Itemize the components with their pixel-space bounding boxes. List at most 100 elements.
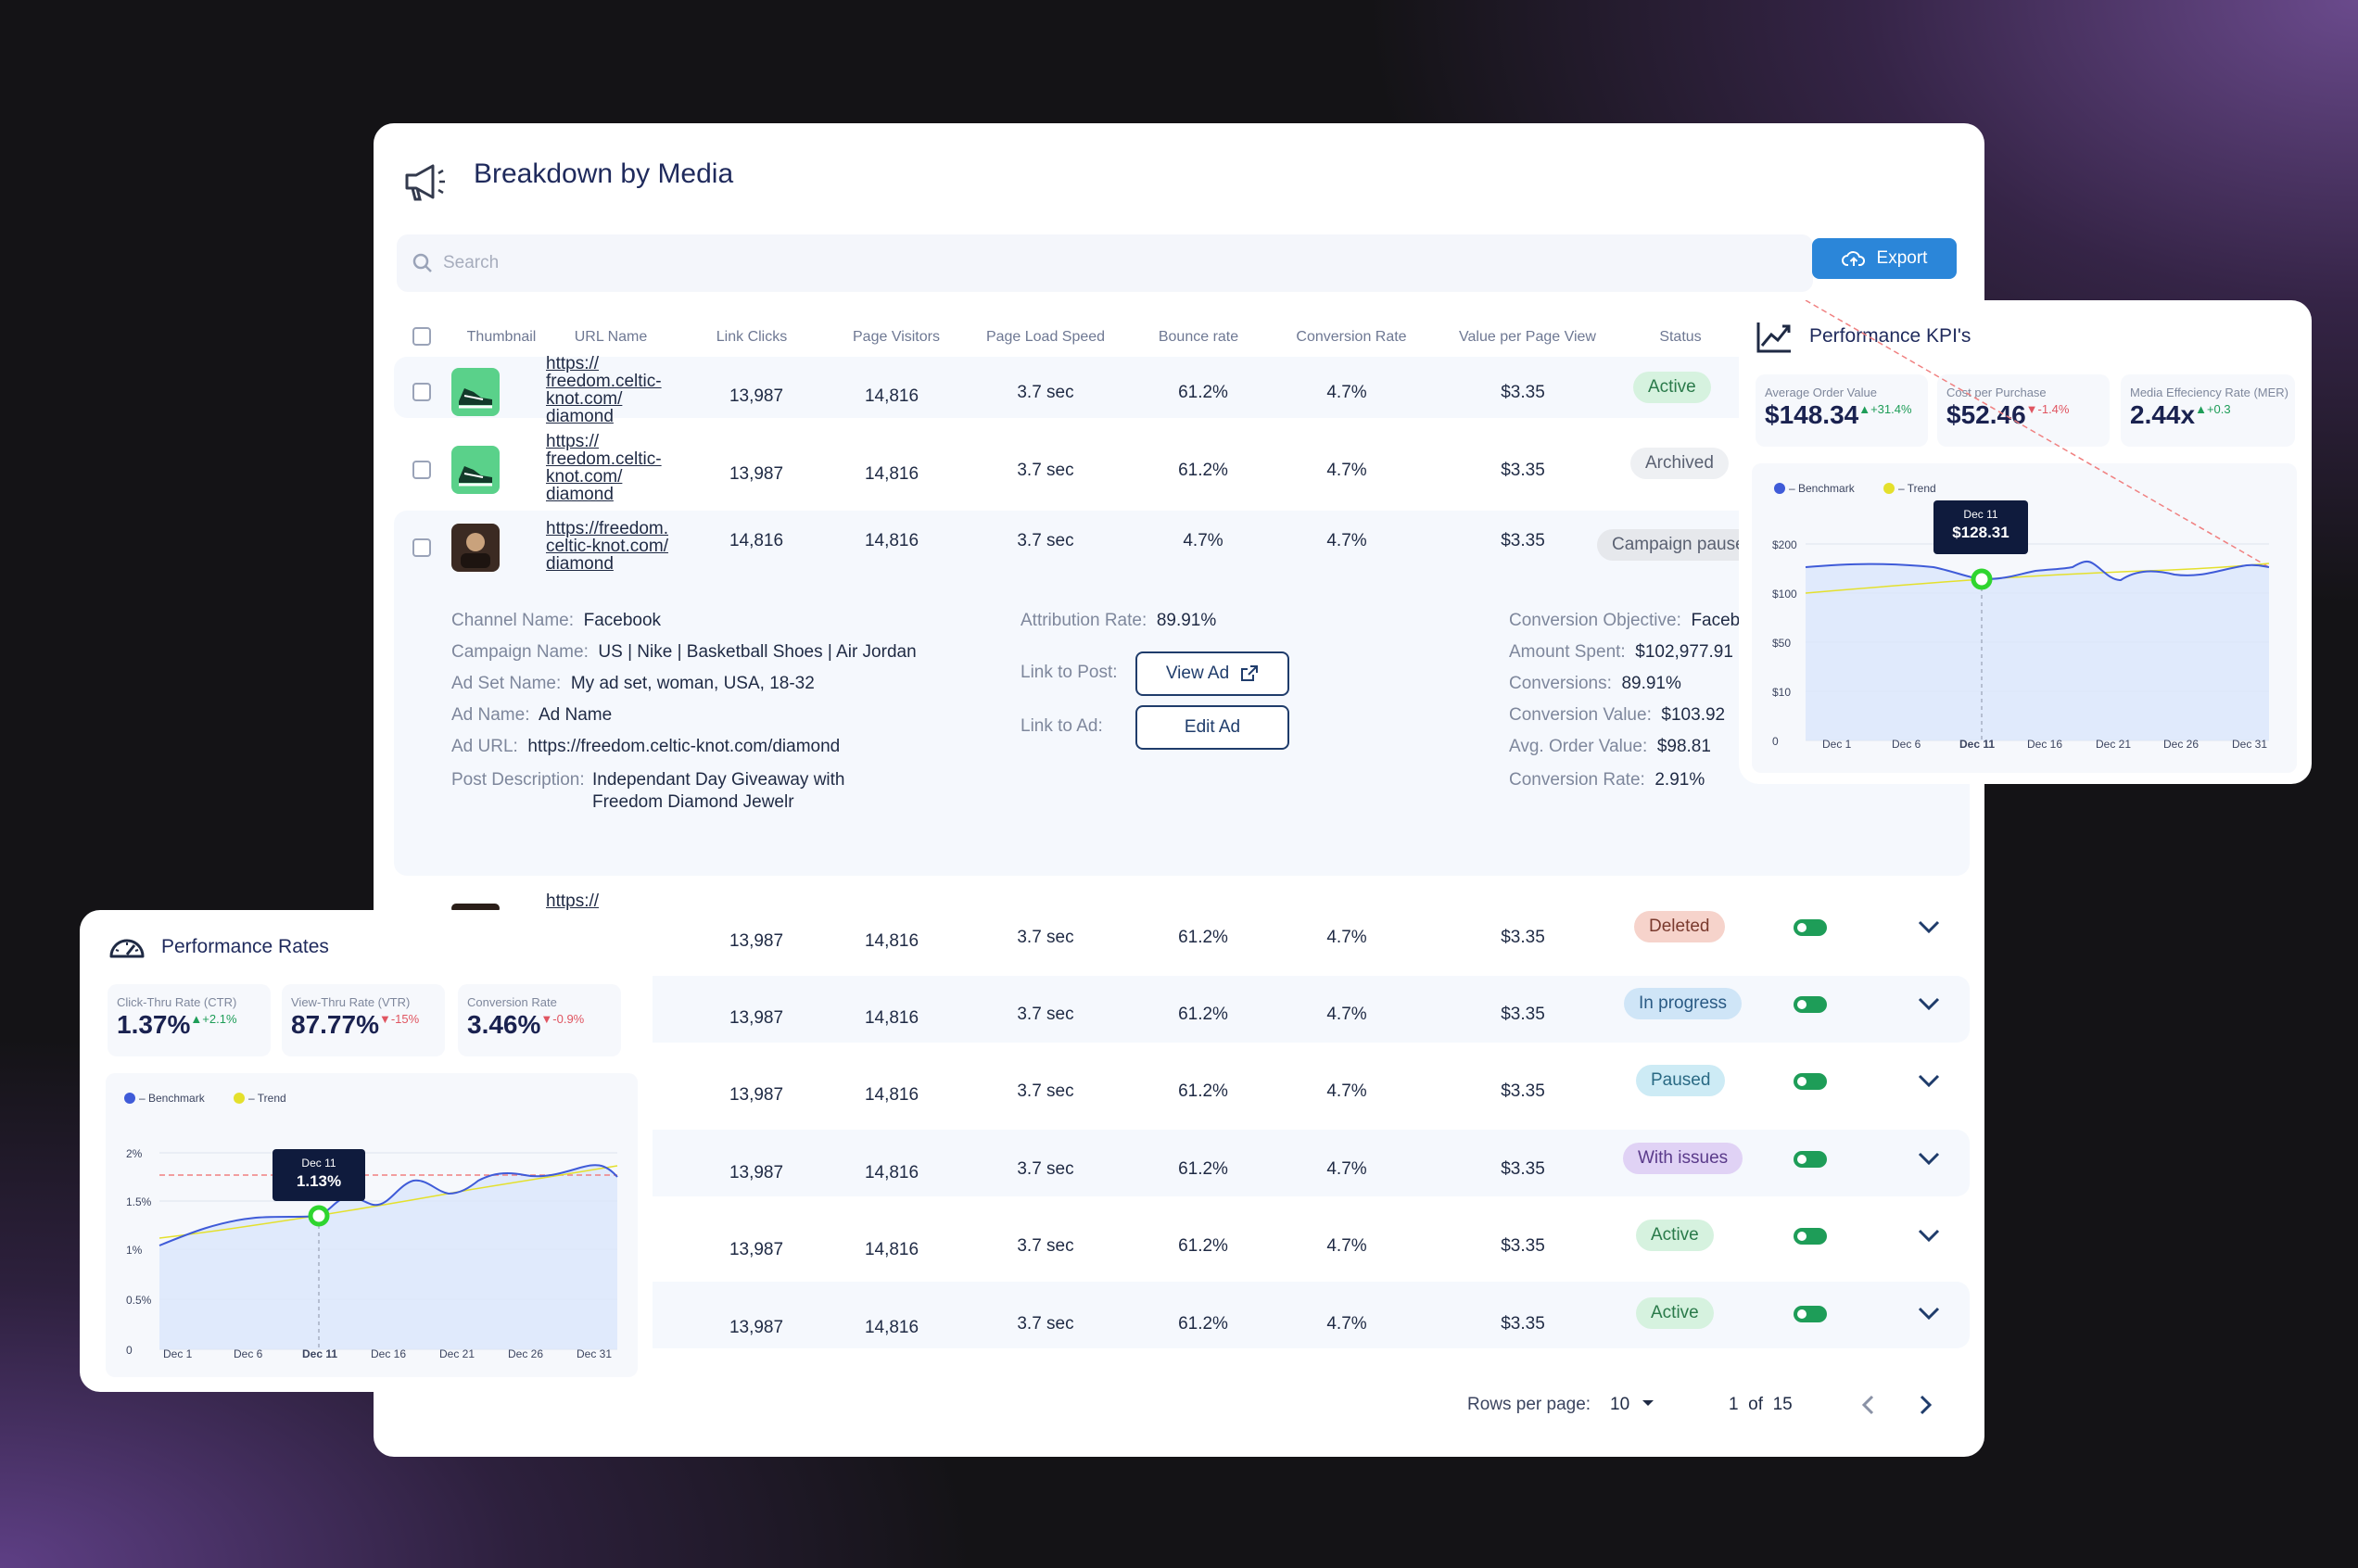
row-checkbox[interactable]: [412, 461, 431, 479]
x-tick: Dec 11: [1959, 738, 1996, 751]
page-visitors-value: 14,816: [864, 531, 919, 550]
chevron-down-icon[interactable]: [1918, 920, 1940, 933]
search-icon: [412, 253, 432, 272]
chevron-down-icon[interactable]: [1918, 1074, 1940, 1087]
legend-benchmark: – Benchmark: [124, 1092, 205, 1105]
url-link[interactable]: https://: [546, 891, 600, 911]
y-tick: 1.5%: [126, 1195, 152, 1208]
col-page-visitors: Page Visitors: [853, 329, 940, 345]
active-toggle[interactable]: [1794, 996, 1827, 1013]
row-checkbox[interactable]: [412, 383, 431, 401]
search-input[interactable]: Search: [443, 253, 500, 272]
chart-tooltip: Dec 11 $128.31: [1933, 500, 2028, 554]
page-title: Breakdown by Media: [474, 158, 734, 189]
value-per-page-view: $3.35: [1501, 1005, 1545, 1024]
link-clicks-value: 13,987: [729, 1008, 784, 1028]
performance-rates-card: Performance Rates Click-Thru Rate (CTR) …: [80, 910, 653, 1392]
amount-spent-field: Amount Spent: $102,977.91: [1509, 642, 1733, 662]
post-description-label: Post Description:: [451, 770, 585, 790]
status-badge: With issues: [1623, 1143, 1743, 1174]
bounce-rate-value: 61.2%: [1178, 1081, 1228, 1101]
edit-ad-button[interactable]: Edit Ad: [1135, 705, 1289, 750]
page-load-speed-value: 3.7 sec: [1017, 1159, 1074, 1179]
active-toggle[interactable]: [1794, 1151, 1827, 1168]
rates-line-chart: [158, 1152, 618, 1350]
chevron-down-icon[interactable]: [1918, 1229, 1940, 1242]
active-toggle[interactable]: [1794, 1073, 1827, 1090]
kpi-card-media-efficiency-rate: Media Effeciency Rate (MER) 2.44x▲+0.3: [2121, 374, 2295, 447]
x-tick: Dec 26: [2163, 738, 2200, 751]
status-badge: Campaign pause: [1597, 529, 1760, 561]
bounce-rate-value: 61.2%: [1178, 461, 1228, 480]
gauge-icon: [109, 939, 145, 958]
url-link[interactable]: https://freedom.celtic-knot.com/diamond: [546, 354, 662, 426]
page-visitors-value: 14,816: [864, 1085, 919, 1105]
rate-card-vtr: View-Thru Rate (VTR) 87.77%▼-15%: [282, 984, 445, 1056]
rows-per-page-select[interactable]: 10: [1610, 1395, 1654, 1415]
search-bar[interactable]: Search: [397, 234, 1813, 292]
link-clicks-value: 13,987: [729, 1240, 784, 1259]
kpi-card-cost-per-purchase: Cost per Purchase $52.46▼-1.4%: [1937, 374, 2110, 447]
status-badge: Active: [1636, 1297, 1714, 1329]
x-tick: Dec 6: [1892, 738, 1921, 751]
export-button[interactable]: Export: [1812, 238, 1957, 279]
link-to-ad-label: Link to Ad:: [1021, 716, 1103, 736]
benchmark-area: [1806, 561, 2269, 740]
rate-card-conversion: Conversion Rate 3.46%▼-0.9%: [458, 984, 621, 1056]
page-visitors-value: 14,816: [864, 1008, 919, 1028]
page-visitors-value: 14,816: [864, 1240, 919, 1259]
link-clicks-value: 13,987: [729, 931, 784, 951]
col-page-load-speed: Page Load Speed: [985, 329, 1106, 345]
kpi-panel-title: Performance KPI's: [1809, 325, 1971, 347]
x-tick: Dec 21: [2096, 738, 2132, 751]
chevron-down-icon[interactable]: [1918, 997, 1940, 1010]
col-link-clicks: Link Clicks: [716, 329, 788, 345]
chevron-left-icon[interactable]: [1861, 1395, 1874, 1415]
ad-url-field: Ad URL: https://freedom.celtic-knot.com/…: [451, 737, 841, 756]
col-status: Status: [1659, 329, 1702, 345]
chevron-down-icon[interactable]: [1918, 1152, 1940, 1165]
page-load-speed-value: 3.7 sec: [1017, 1081, 1074, 1101]
chevron-right-icon[interactable]: [1920, 1395, 1933, 1415]
x-tick: Dec 6: [234, 1347, 263, 1360]
col-bounce-rate: Bounce rate: [1158, 329, 1239, 345]
bounce-rate-value: 61.2%: [1178, 383, 1228, 402]
product-thumbnail[interactable]: [451, 904, 500, 913]
active-toggle[interactable]: [1794, 1306, 1827, 1322]
x-tick: Dec 26: [508, 1347, 544, 1360]
active-toggle[interactable]: [1794, 919, 1827, 936]
x-tick: Dec 16: [2027, 738, 2063, 751]
page-load-speed-value: 3.7 sec: [1017, 1236, 1074, 1256]
active-toggle[interactable]: [1794, 1228, 1827, 1245]
conversion-rate-value: 4.7%: [1326, 1159, 1367, 1179]
col-conversion-rate: Conversion Rate: [1296, 329, 1407, 345]
value-per-page-view: $3.35: [1501, 461, 1545, 480]
value-per-page-view: $3.35: [1501, 1159, 1545, 1179]
shoe-image: [459, 466, 492, 487]
y-tick: $100: [1772, 588, 1797, 601]
legend-trend: – Trend: [234, 1092, 286, 1105]
attribution-rate-field: Attribution Rate: 89.91%: [1021, 611, 1217, 630]
col-value-per-page-view: Value per Page View: [1459, 329, 1596, 345]
conversion-rate-value: 4.7%: [1326, 383, 1367, 402]
link-to-post-label: Link to Post:: [1021, 663, 1118, 682]
page-indicator: 1 of 15: [1729, 1395, 1793, 1414]
chevron-down-icon[interactable]: [1918, 1307, 1940, 1320]
shoe-thumbnail[interactable]: [451, 368, 500, 416]
product-thumbnail[interactable]: [451, 524, 500, 572]
row-checkbox[interactable]: [412, 538, 431, 557]
ad-name-field: Ad Name: Ad Name: [451, 705, 613, 725]
url-link[interactable]: https://freedom.celtic-knot.com/diamond: [546, 519, 669, 574]
url-link[interactable]: https://freedom.celtic-knot.com/diamond: [546, 432, 662, 504]
page-load-speed-value: 3.7 sec: [1017, 1005, 1074, 1024]
select-all-checkbox[interactable]: [412, 327, 431, 346]
value-per-page-view: $3.35: [1501, 1314, 1545, 1334]
view-ad-button[interactable]: View Ad: [1135, 651, 1289, 696]
page-visitors-value: 14,816: [864, 464, 919, 484]
view-ad-label: View Ad: [1165, 664, 1230, 683]
trend-line: [1805, 563, 2270, 594]
page-load-speed-value: 3.7 sec: [1017, 1314, 1074, 1334]
benchmark-area: [159, 1165, 617, 1349]
page-load-speed-value: 3.7 sec: [1017, 531, 1074, 550]
shoe-thumbnail[interactable]: [451, 446, 500, 494]
